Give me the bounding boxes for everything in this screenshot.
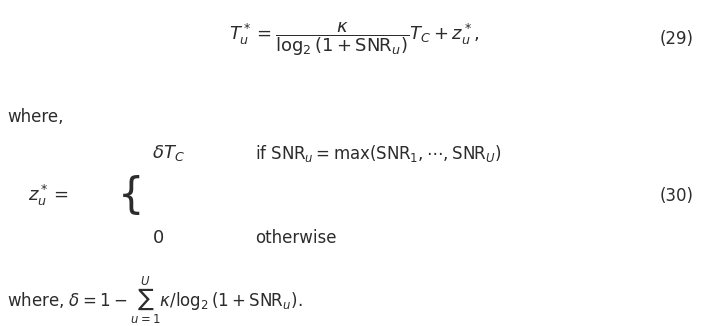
Text: $\delta T_C$: $\delta T_C$ xyxy=(152,143,185,163)
Text: $0$: $0$ xyxy=(152,229,164,247)
Text: $z_u^* =$: $z_u^* =$ xyxy=(28,183,69,208)
Text: (29): (29) xyxy=(660,30,694,48)
Text: if $\mathrm{SNR}_u = \max(\mathrm{SNR}_1, \cdots, \mathrm{SNR}_U)$: if $\mathrm{SNR}_u = \max(\mathrm{SNR}_1… xyxy=(255,143,501,164)
Text: otherwise: otherwise xyxy=(255,229,336,247)
Text: $T_u^* = \dfrac{\kappa}{\log_2(1 + \mathrm{SNR}_u)} T_C + z_u^*,$: $T_u^* = \dfrac{\kappa}{\log_2(1 + \math… xyxy=(229,20,479,58)
Text: where,: where, xyxy=(7,108,64,126)
Text: (30): (30) xyxy=(660,186,694,205)
Text: {: { xyxy=(118,175,144,216)
Text: where, $\delta = 1 - \sum_{u=1}^{U} \kappa/\log_2(1 + \mathrm{SNR}_u).$: where, $\delta = 1 - \sum_{u=1}^{U} \kap… xyxy=(7,274,302,326)
